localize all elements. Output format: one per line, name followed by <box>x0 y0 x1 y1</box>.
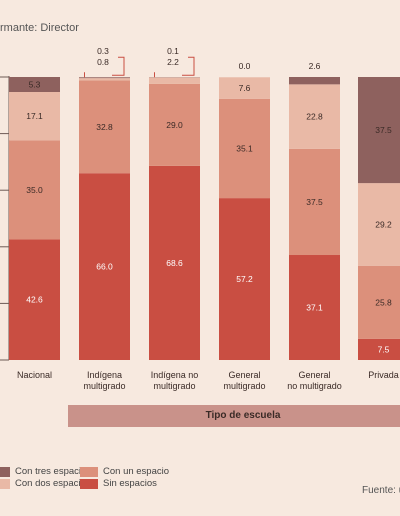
bar-segment <box>79 77 130 79</box>
bar-segment <box>289 77 340 85</box>
bar-segment <box>219 198 270 360</box>
data-label: 29.2 <box>375 219 392 229</box>
data-label: 29.0 <box>166 120 183 130</box>
legend-swatch <box>0 478 10 489</box>
data-label: 7.5 <box>378 344 390 354</box>
category-label: General <box>228 370 260 380</box>
bar-segment <box>149 77 200 84</box>
legend-label: Sin espacios <box>103 478 157 489</box>
category-label: General <box>298 370 330 380</box>
data-label: 66.0 <box>96 262 113 272</box>
bar-segment <box>9 140 60 240</box>
legend-item-sin: Sin espacios <box>80 478 157 489</box>
data-label: 37.5 <box>306 197 323 207</box>
data-label: 42.6 <box>26 295 43 305</box>
bar-segment <box>358 77 400 184</box>
bar-segment <box>358 183 400 266</box>
legend-label: Con dos espacios <box>15 478 91 489</box>
data-label: 2.2 <box>167 57 179 67</box>
data-label: 2.6 <box>309 61 321 71</box>
category-label: multigrado <box>83 381 125 391</box>
category-label: multigrado <box>153 381 195 391</box>
data-label: 37.1 <box>306 303 323 313</box>
source-note: Fuente: u <box>362 485 400 496</box>
legend-item-dos: Con dos espacios <box>0 478 91 489</box>
legend-label: Con tres espacios <box>15 466 92 477</box>
category-label: multigrado <box>223 381 265 391</box>
bar-segment <box>79 80 130 174</box>
bar-segment <box>289 255 340 360</box>
category-label: no multigrado <box>287 381 342 391</box>
data-label: 0.3 <box>97 46 109 56</box>
chart-subtitle: rmante: Director <box>0 22 79 34</box>
bar-segment <box>219 77 270 99</box>
data-label: 5.3 <box>29 79 41 89</box>
axis-group-label: Tipo de escuela <box>205 410 281 421</box>
data-label: 25.8 <box>375 297 392 307</box>
legend-swatch <box>80 466 98 477</box>
label-leader <box>84 56 125 78</box>
bar-segment <box>149 83 200 166</box>
bar-segment <box>9 239 60 360</box>
data-label: 32.8 <box>96 122 113 132</box>
legend-swatch <box>80 478 98 489</box>
data-label: 57.2 <box>236 274 253 284</box>
bar-segment <box>219 98 270 199</box>
stacked-bar-chart: 42.6 35.0 17.1 5.3 Nacional 66.0 32.8 0.30.8 Ind… <box>0 46 400 391</box>
data-label: 7.6 <box>239 83 251 93</box>
bar-segment <box>358 338 400 360</box>
bar-segment <box>358 265 400 339</box>
legend-label: Con un espacio <box>103 466 170 477</box>
bar-segment <box>149 165 200 360</box>
category-label: Indígena no <box>151 370 199 380</box>
category-label: Privada <box>368 370 399 380</box>
label-leader <box>154 56 195 78</box>
axis-group-band <box>68 405 400 427</box>
bar-segment <box>289 148 340 256</box>
data-label: 0.0 <box>239 61 251 71</box>
data-label: 35.1 <box>236 143 253 153</box>
data-label: 0.1 <box>167 46 179 56</box>
bar-segment <box>289 84 340 149</box>
legend-item-tres: Con tres espacios <box>0 466 91 477</box>
data-label: 0.8 <box>97 57 109 67</box>
data-label: 17.1 <box>26 111 43 121</box>
bar-segment <box>9 77 60 92</box>
data-label: 22.8 <box>306 112 323 122</box>
data-label: 35.0 <box>26 185 43 195</box>
data-label: 37.5 <box>375 125 392 135</box>
data-label: 68.6 <box>166 258 183 268</box>
category-label: Nacional <box>17 370 52 380</box>
legend-item-uno: Con un espacio <box>80 466 169 477</box>
category-label: Indígena <box>87 370 122 380</box>
legend-swatch <box>0 466 10 477</box>
bar-segment <box>9 91 60 141</box>
bar-segment <box>79 173 130 360</box>
bar-segment <box>79 78 130 81</box>
